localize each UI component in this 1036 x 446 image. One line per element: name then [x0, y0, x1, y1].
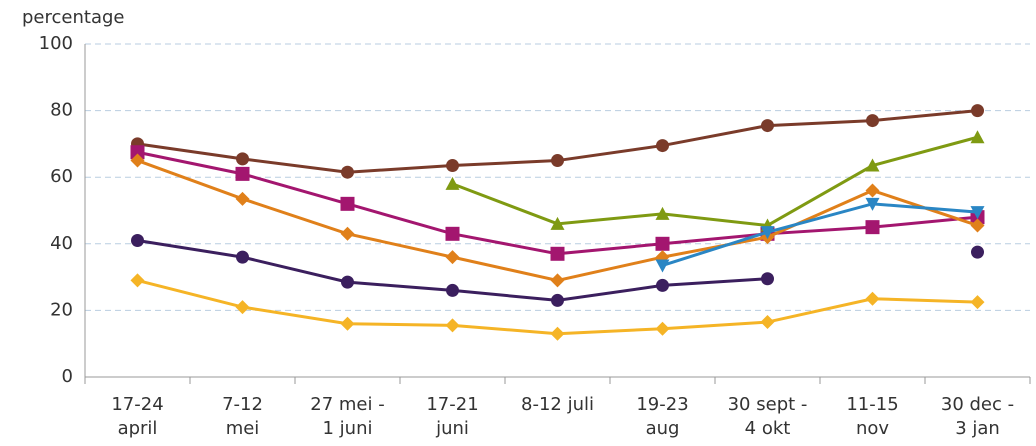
y-tick-label: 100 — [39, 33, 73, 54]
marker — [865, 183, 880, 198]
x-tick-label: 17-21 — [426, 394, 478, 415]
marker — [866, 114, 879, 128]
marker — [341, 275, 354, 289]
y-axis-label: percentage — [22, 7, 124, 28]
marker — [655, 259, 670, 273]
x-tick-label: juni — [435, 418, 469, 439]
x-tick-label: 4 okt — [745, 418, 791, 439]
marker — [130, 153, 145, 168]
marker — [445, 176, 460, 190]
x-tick-label: 30 sept - — [728, 394, 808, 415]
marker — [656, 139, 669, 153]
marker — [656, 278, 669, 292]
marker — [865, 158, 880, 172]
marker — [340, 316, 355, 331]
x-tick-label: 11-15 — [846, 394, 898, 415]
marker — [446, 283, 459, 297]
marker — [341, 165, 354, 179]
x-tick-label: 17-24 — [111, 394, 163, 415]
x-tick-label: aug — [646, 418, 680, 439]
marker — [130, 145, 145, 160]
x-tick-label: 1 juni — [323, 418, 373, 439]
line — [662, 202, 978, 267]
x-tick-label: 30 dec - — [941, 394, 1014, 415]
y-tick-label: 80 — [50, 100, 73, 121]
x-tick-label: nov — [856, 418, 889, 439]
marker — [130, 273, 145, 288]
marker — [655, 206, 670, 220]
x-tick-label: 7-12 — [222, 394, 263, 415]
marker — [971, 104, 984, 118]
marker — [655, 321, 670, 336]
marker — [550, 216, 565, 230]
marker — [760, 226, 775, 240]
y-tick-label: 0 — [62, 366, 73, 387]
line — [137, 150, 978, 256]
marker — [340, 226, 355, 241]
marker — [340, 196, 355, 211]
y-tick-label: 60 — [50, 166, 73, 187]
marker — [236, 250, 249, 264]
marker — [445, 226, 460, 241]
marker — [551, 293, 564, 307]
line — [451, 135, 978, 228]
line — [137, 278, 978, 336]
marker — [236, 152, 249, 166]
marker — [550, 326, 565, 341]
marker — [235, 191, 250, 206]
marker — [970, 295, 985, 310]
y-tick-label: 20 — [50, 299, 73, 320]
marker — [760, 315, 775, 330]
marker — [865, 291, 880, 306]
marker — [761, 272, 774, 286]
x-tick-label: 8-12 juli — [521, 394, 594, 415]
marker — [550, 273, 565, 288]
y-tick-label: 40 — [50, 233, 73, 254]
marker — [551, 154, 564, 168]
marker — [865, 220, 880, 235]
marker — [970, 130, 985, 144]
x-tick-label: april — [118, 418, 158, 439]
marker — [445, 250, 460, 265]
marker — [970, 206, 985, 220]
marker — [761, 119, 774, 133]
x-tick-label: 19-23 — [636, 394, 688, 415]
marker — [970, 218, 985, 233]
marker — [971, 245, 984, 259]
x-tick-label: 27 mei - — [310, 394, 384, 415]
marker — [131, 233, 144, 247]
x-tick-label: mei — [226, 418, 260, 439]
marker — [446, 159, 459, 173]
marker — [235, 300, 250, 315]
marker — [445, 318, 460, 333]
marker — [865, 197, 880, 211]
marker — [550, 246, 565, 261]
x-tick-label: 3 jan — [955, 418, 1000, 439]
marker — [655, 236, 670, 251]
marker — [235, 166, 250, 181]
